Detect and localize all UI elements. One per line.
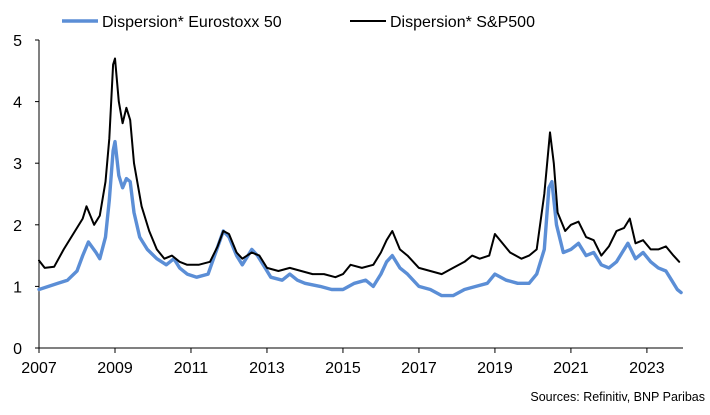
x-tick-label: 2007 — [21, 360, 57, 377]
x-axis: 2007 2009 2011 2013 2015 2017 2019 2021 2023 — [21, 347, 683, 377]
y-tick-label: 1 — [13, 279, 22, 296]
chart-legend: Dispersion* Eurostoxx 50 Dispersion* S&P5… — [62, 14, 535, 31]
series-line-sp500 — [38, 57, 681, 279]
plot-area — [37, 57, 683, 298]
y-tick-label: 4 — [13, 95, 22, 112]
legend-label-eurostoxx50: Dispersion* Eurostoxx 50 — [102, 14, 282, 31]
x-tick-label: 2011 — [174, 360, 209, 377]
x-tick-label: 2015 — [325, 360, 361, 377]
series-line-eurostoxx50 — [37, 139, 683, 298]
y-tick-label: 0 — [13, 341, 22, 358]
x-tick-label: 2013 — [249, 360, 285, 377]
legend-label-sp500: Dispersion* S&P500 — [390, 14, 535, 31]
source-note: Sources: Refinitiv, BNP Paribas — [530, 390, 705, 404]
x-tick-label: 2023 — [629, 360, 665, 377]
y-axis: 0 1 2 3 4 5 — [13, 33, 40, 358]
y-tick-label: 3 — [13, 156, 22, 173]
x-tick-label: 2019 — [477, 360, 513, 377]
x-tick-label: 2009 — [97, 360, 133, 377]
y-tick-label: 5 — [13, 33, 22, 50]
x-tick-label: 2021 — [553, 360, 589, 377]
y-tick-label: 2 — [13, 218, 22, 235]
x-tick-label: 2017 — [401, 360, 437, 377]
